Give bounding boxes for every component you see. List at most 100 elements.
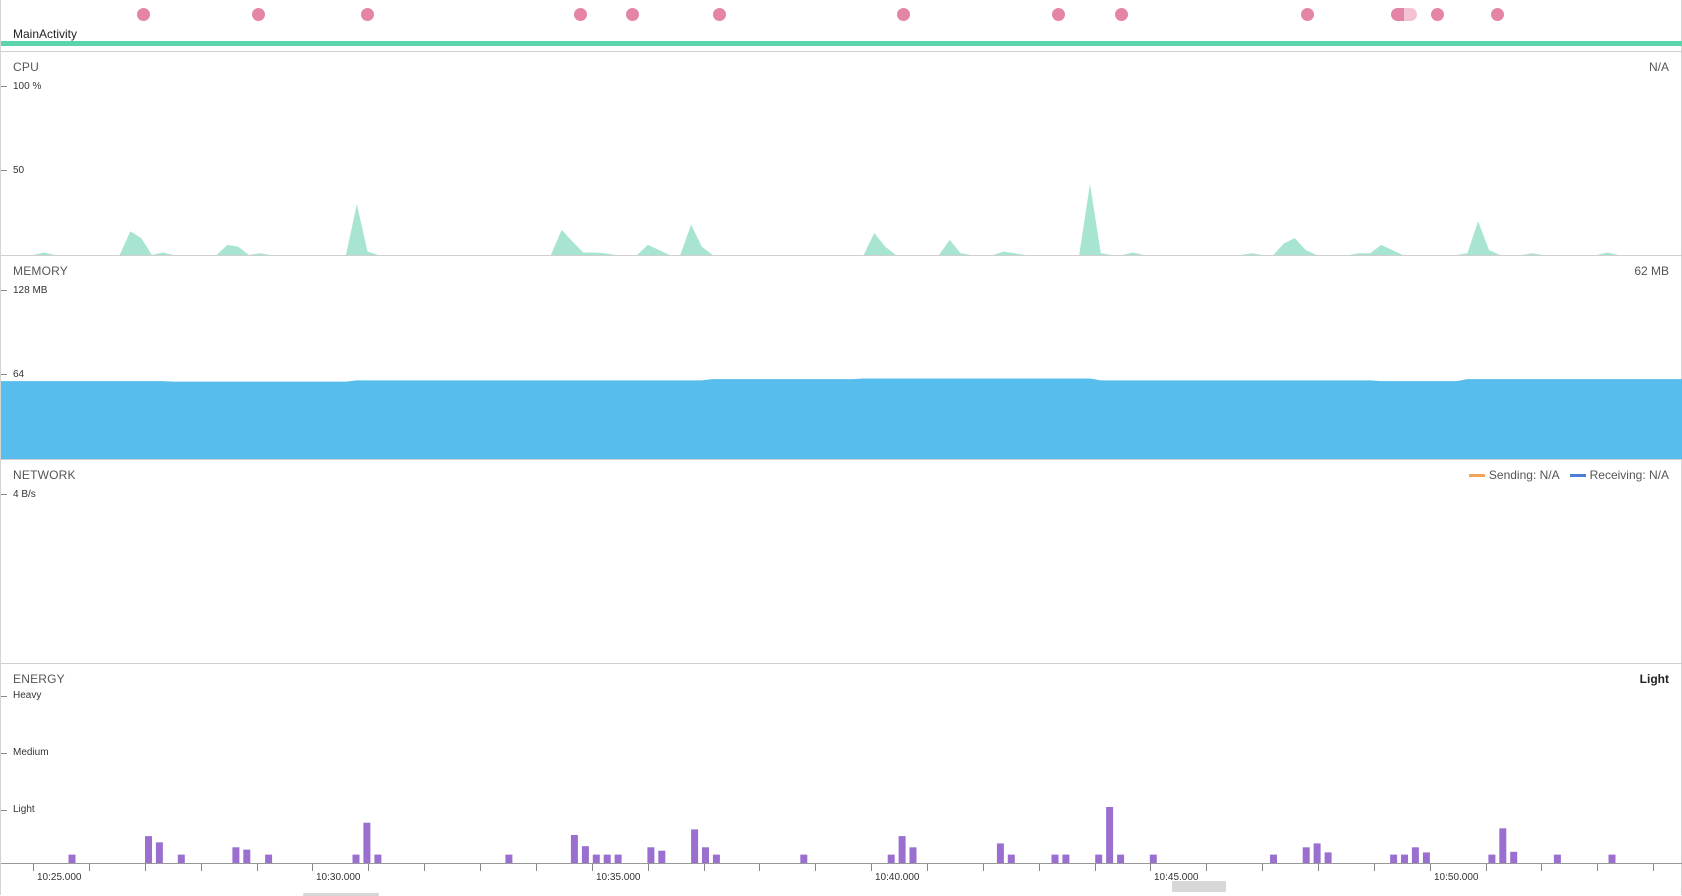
sending-swatch bbox=[1468, 473, 1485, 477]
energy-bar bbox=[614, 854, 622, 863]
energy-bar bbox=[374, 854, 382, 863]
time-tick bbox=[1150, 864, 1151, 871]
memory-title: MEMORY bbox=[13, 264, 68, 278]
time-tick bbox=[480, 864, 481, 871]
time-tick bbox=[1653, 864, 1654, 871]
receiving-label: Receiving: N/A bbox=[1589, 468, 1669, 482]
time-label: 10:45.000 bbox=[1154, 872, 1199, 883]
axis-tick bbox=[1, 810, 7, 811]
memory-chart bbox=[1, 378, 1682, 459]
network-legend: Sending: N/A Receiving: N/A bbox=[1468, 468, 1669, 482]
cpu-value: N/A bbox=[1648, 60, 1669, 74]
event-dot-selected[interactable] bbox=[1391, 8, 1417, 21]
energy-bar bbox=[1324, 852, 1332, 863]
sending-label: Sending: N/A bbox=[1488, 468, 1560, 482]
energy-bar bbox=[1422, 852, 1430, 863]
time-label: 10:25.000 bbox=[37, 872, 82, 883]
time-label: 10:35.000 bbox=[596, 872, 641, 883]
legend-sending: Sending: N/A bbox=[1468, 468, 1560, 482]
network-axis-max: 4 B/s bbox=[13, 489, 36, 500]
cpu-panel[interactable]: CPU N/A 100 % 50 bbox=[1, 51, 1682, 255]
energy-bar bbox=[1270, 854, 1277, 863]
energy-bar bbox=[1499, 828, 1507, 863]
energy-bar bbox=[177, 854, 185, 863]
cpu-area bbox=[1, 184, 1682, 255]
energy-bar bbox=[1117, 854, 1125, 863]
energy-bar bbox=[887, 854, 895, 863]
time-tick bbox=[368, 864, 369, 871]
memory-axis-mid: 64 bbox=[13, 369, 25, 380]
event-dot[interactable] bbox=[1115, 8, 1128, 21]
network-panel[interactable]: NETWORK Sending: N/A Receiving: N/A 4 B/… bbox=[1, 459, 1682, 663]
time-tick bbox=[536, 864, 537, 871]
event-dot[interactable] bbox=[574, 8, 587, 21]
receiving-swatch bbox=[1569, 473, 1586, 477]
energy-bar bbox=[1062, 854, 1070, 863]
energy-bar bbox=[647, 847, 655, 863]
time-tick bbox=[424, 864, 425, 871]
memory-value: 62 MB bbox=[1634, 264, 1669, 278]
energy-title: ENERGY bbox=[13, 672, 65, 686]
time-tick bbox=[257, 864, 258, 871]
time-axis[interactable]: 10:25.000 10:30.000 10:35.000 10:40.000 … bbox=[1, 863, 1682, 896]
axis-tick bbox=[1, 494, 7, 495]
energy-bar bbox=[909, 847, 917, 863]
event-dot[interactable] bbox=[1301, 8, 1314, 21]
energy-bar bbox=[1401, 854, 1408, 863]
event-dot[interactable] bbox=[713, 8, 726, 21]
axis-tick bbox=[1, 170, 7, 171]
event-dot[interactable] bbox=[897, 8, 910, 21]
energy-value: Light bbox=[1639, 672, 1669, 686]
memory-panel[interactable]: MEMORY 62 MB 128 MB 64 bbox=[1, 255, 1682, 459]
event-dot[interactable] bbox=[252, 8, 265, 21]
energy-bar bbox=[712, 854, 720, 863]
activity-label[interactable]: MainActivity bbox=[13, 27, 78, 41]
time-tick bbox=[312, 864, 313, 871]
energy-bar bbox=[265, 854, 273, 863]
event-dot[interactable] bbox=[361, 8, 374, 21]
energy-bar bbox=[243, 849, 251, 863]
energy-panel[interactable]: ENERGY Light Heavy Medium Light bbox=[1, 663, 1682, 863]
energy-axis-light: Light bbox=[13, 804, 35, 815]
energy-bar bbox=[581, 846, 589, 863]
energy-axis-heavy: Heavy bbox=[13, 690, 42, 701]
time-tick bbox=[1541, 864, 1542, 871]
energy-bar bbox=[996, 843, 1004, 863]
energy-bar bbox=[603, 854, 611, 863]
time-tick bbox=[759, 864, 760, 871]
energy-bar bbox=[1051, 854, 1059, 863]
memory-axis-max: 128 MB bbox=[13, 285, 48, 296]
energy-chart bbox=[68, 807, 1616, 863]
memory-area bbox=[1, 378, 1682, 459]
event-dot[interactable] bbox=[626, 8, 639, 21]
energy-bar bbox=[1302, 847, 1310, 863]
time-tick bbox=[871, 864, 872, 871]
energy-bar bbox=[570, 835, 578, 863]
cpu-axis-max: 100 % bbox=[13, 81, 42, 92]
time-tick bbox=[1430, 864, 1431, 871]
time-tick bbox=[983, 864, 984, 871]
timeline-scrollbar-thumb[interactable] bbox=[1172, 881, 1226, 892]
event-dot[interactable] bbox=[137, 8, 150, 21]
energy-bar bbox=[1411, 847, 1419, 863]
time-tick bbox=[1206, 864, 1207, 871]
axis-tick bbox=[1, 86, 7, 87]
energy-bar bbox=[1095, 854, 1103, 863]
time-tick bbox=[145, 864, 146, 871]
activity-bar[interactable] bbox=[1, 41, 1682, 46]
event-dot[interactable] bbox=[1431, 8, 1444, 21]
energy-bar bbox=[1390, 854, 1398, 863]
event-row: MainActivity bbox=[1, 0, 1682, 50]
time-tick bbox=[1486, 864, 1487, 871]
network-title: NETWORK bbox=[13, 468, 76, 482]
event-dot[interactable] bbox=[1052, 8, 1065, 21]
time-tick bbox=[648, 864, 649, 871]
event-dot[interactable] bbox=[1491, 8, 1504, 21]
time-tick bbox=[201, 864, 202, 871]
axis-tick bbox=[1, 753, 7, 754]
time-tick bbox=[704, 864, 705, 871]
energy-bar bbox=[691, 829, 699, 863]
energy-bar bbox=[68, 854, 76, 863]
time-label: 10:40.000 bbox=[875, 872, 920, 883]
